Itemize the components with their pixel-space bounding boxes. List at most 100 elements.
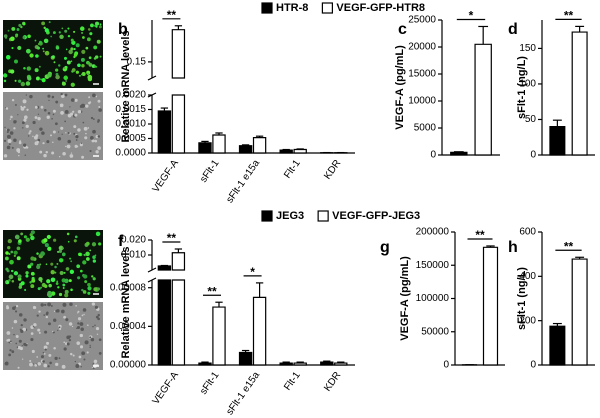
- cell: [93, 57, 97, 60]
- cell: [42, 360, 45, 363]
- cell: [91, 242, 97, 247]
- cell: [47, 302, 52, 307]
- cell: [20, 232, 24, 236]
- cell: [77, 63, 81, 68]
- cell: [68, 49, 73, 55]
- legend-label: VEGF-GFP-HTR8: [336, 2, 425, 14]
- cell: [83, 358, 86, 361]
- cell: [62, 151, 66, 156]
- y-tick-label: 100: [519, 79, 536, 90]
- cell: [78, 252, 82, 257]
- cell: [37, 116, 41, 121]
- x-tick-label: Flt-1: [282, 158, 303, 181]
- y-axis-label: VEGF-A (pg/mL): [399, 256, 411, 341]
- cell: [46, 292, 51, 297]
- cell: [70, 60, 73, 62]
- cell: [49, 361, 52, 365]
- cell: [22, 127, 24, 129]
- cell: [50, 304, 53, 307]
- y-tick-label: 0.00004: [110, 321, 147, 332]
- cell: [81, 63, 85, 68]
- cell: [10, 69, 15, 74]
- cell: [70, 38, 74, 42]
- y-tick-label: 0.0005: [115, 133, 146, 144]
- cell: [57, 286, 60, 289]
- cell: [55, 122, 58, 126]
- cell: [51, 55, 55, 59]
- cell: [51, 96, 54, 99]
- cell: [40, 303, 44, 307]
- cell: [25, 94, 27, 96]
- cell: [41, 131, 45, 135]
- y-tick-label: 15000: [408, 69, 436, 80]
- cell: [88, 62, 93, 67]
- cell: [96, 39, 101, 44]
- cell: [58, 245, 64, 251]
- cell: [91, 366, 94, 369]
- bar: [252, 296, 267, 366]
- cell: [15, 34, 18, 38]
- cell: [64, 69, 66, 72]
- cell: [4, 126, 6, 129]
- cell: [70, 82, 75, 87]
- cell: [63, 56, 67, 60]
- error-bar: [241, 144, 250, 146]
- legend-label: VEGF-GFP-JEG3: [332, 210, 420, 222]
- cell: [51, 117, 53, 120]
- cell: [64, 278, 69, 284]
- cell: [76, 341, 81, 345]
- legend-label: HTR-8: [276, 2, 308, 14]
- cell: [25, 237, 30, 242]
- cell: [15, 104, 17, 106]
- cell: [16, 256, 21, 261]
- cell: [18, 23, 22, 27]
- cell: [36, 314, 39, 317]
- cell: [20, 323, 23, 327]
- error-bar: [552, 322, 562, 327]
- y-tick-label: 600: [519, 227, 536, 238]
- cell: [37, 42, 41, 46]
- cell: [54, 265, 57, 269]
- cell: [7, 238, 12, 244]
- cell: [6, 145, 11, 150]
- cell: [10, 115, 13, 119]
- cell: [18, 285, 23, 289]
- cell: [68, 335, 72, 338]
- cell: [24, 154, 27, 156]
- x-tick-label: sFlt-1: [198, 158, 222, 185]
- cell: [64, 93, 68, 97]
- cell: [26, 108, 29, 111]
- cell: [42, 352, 45, 354]
- cell: [87, 291, 91, 295]
- cell: [30, 337, 34, 342]
- cell: [58, 156, 61, 158]
- cell: [23, 115, 28, 120]
- cell: [10, 36, 15, 42]
- axis-break: [147, 75, 157, 81]
- cell: [97, 146, 101, 150]
- cell: [11, 46, 14, 50]
- cell: [69, 257, 72, 260]
- cell: [55, 362, 59, 367]
- cell: [79, 143, 83, 147]
- cell: [91, 275, 94, 278]
- cell: [77, 276, 81, 280]
- cell: [47, 94, 51, 98]
- bar: [474, 43, 492, 156]
- cell: [16, 246, 21, 251]
- cell: [6, 339, 9, 342]
- cell: [48, 21, 51, 24]
- cell: [52, 141, 54, 144]
- cell: [79, 74, 81, 77]
- bar: [171, 29, 186, 154]
- cell: [11, 327, 14, 329]
- error-bar: [486, 245, 495, 248]
- significance-label: **: [475, 228, 485, 242]
- cell: [50, 270, 55, 275]
- bar: [279, 362, 293, 366]
- cell: [9, 143, 11, 146]
- cell: [5, 267, 9, 271]
- cell: [60, 111, 64, 115]
- significance-label: **: [167, 8, 177, 22]
- cell: [48, 99, 50, 102]
